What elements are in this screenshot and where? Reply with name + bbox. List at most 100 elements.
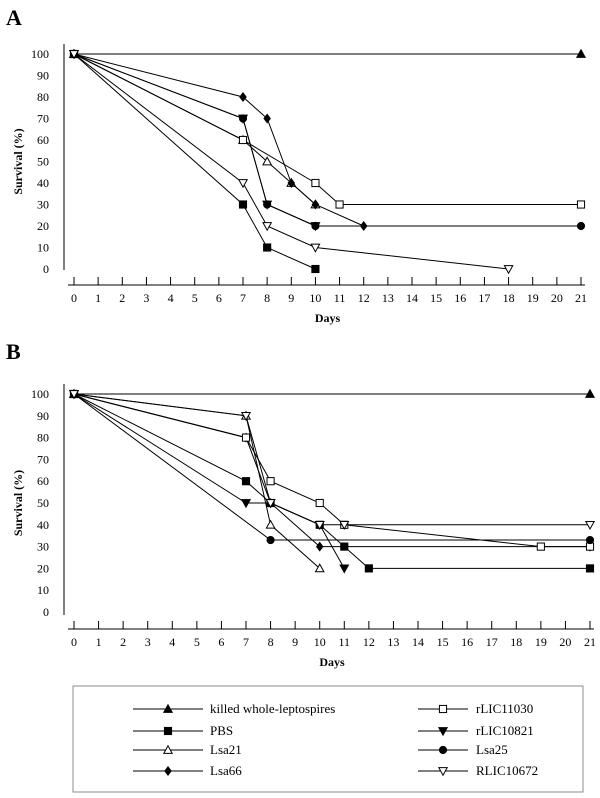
panel-b-series-rlic10672-point (265, 499, 276, 509)
panel-b-x-tick-label: 18 (510, 635, 522, 649)
panel-b-series-lsa25-line (73, 393, 590, 541)
panel-a-x-tick-label: 10 (309, 291, 321, 305)
panel-a-series-lsa66-line (73, 53, 364, 227)
legend-item-rlic11030-label: rLIC11030 (476, 701, 533, 716)
panel-a-x-tick-label: 9 (288, 291, 294, 305)
panel-b-x-axis-title: Days (319, 655, 345, 669)
panel-b-x-tick-label: 11 (339, 635, 351, 649)
legend-item-lsa66-label: Lsa66 (210, 763, 242, 778)
panel-a-y-tick-label: 80 (37, 90, 49, 104)
panel-a-x-tick-label: 7 (240, 291, 246, 305)
panel-a-x-tick-label: 19 (527, 291, 539, 305)
panel-a-series-lsa25-line (73, 53, 581, 227)
panel-b-x-tick-label: 6 (218, 635, 224, 649)
panel-b-series-rlic10672-line (73, 393, 590, 526)
panel-b-x-tick-label: 0 (71, 635, 77, 649)
panel-b-y-tick-label: 70 (37, 452, 49, 466)
panel-b-series-rlic11030 (69, 389, 595, 551)
panel-b-series-pbs-point (241, 477, 251, 486)
panel-a-series-rlic10672 (68, 50, 514, 275)
panel-a-series-lsa25-point (311, 221, 320, 231)
panel-a-x-tick-label: 21 (575, 291, 587, 305)
panel-b-series-lsa25-point (266, 535, 275, 545)
panel-a-x-tick-label: 3 (143, 291, 149, 305)
panel-a-x-tick-label: 2 (119, 291, 125, 305)
panel-b-series-rlic10672-point (68, 390, 80, 400)
panel-b-series-rlic10821-point (240, 499, 252, 509)
panel-a-x-tick-label: 5 (192, 291, 198, 305)
panel-b-series-lsa66-point (315, 541, 324, 552)
legend-item-rlic10821-marker (437, 727, 449, 737)
legend-item-rlic11030-marker (438, 704, 448, 714)
panel-b-series-lsa25-point (585, 535, 595, 545)
panel-a-y-tick-label: 30 (37, 198, 49, 212)
panel-a-series-lsa66-point (263, 113, 271, 124)
panel-a-y-tick-label: 10 (37, 241, 49, 255)
legend-item-rlic11030: rLIC11030 (418, 701, 533, 716)
panel-b-series-rlic11030-point (536, 542, 545, 551)
panel-b-series-lsa66 (70, 388, 594, 552)
panel-b-x-tick-label: 12 (363, 635, 375, 649)
panel-b-x-tick-label: 2 (120, 635, 126, 649)
panel-b-series-killed-whole-leptospires (68, 388, 596, 398)
panel-b-y-tick-label: 10 (37, 583, 49, 597)
panel-a-y-tick-label: 0 (43, 262, 49, 276)
panel-b-y-tick-label: 50 (37, 496, 49, 510)
legend-item-lsa66: Lsa66 (133, 763, 242, 778)
panel-b-series-rlic11030-point (266, 477, 275, 486)
panel-b-series-rlic11030-point (241, 433, 251, 442)
panel-a-series-lsa21-line (73, 53, 316, 205)
panel-b-x-tick-label: 1 (96, 635, 102, 649)
panel-b-series-pbs-line (73, 393, 590, 569)
panel-a-series-lsa66-point (311, 199, 320, 210)
panel-b-series-lsa21-line (73, 393, 321, 569)
panel-b-y-tick-label: 20 (37, 561, 49, 575)
legend: killed whole-leptospires rLIC11030 PBS rLIC… (72, 685, 584, 793)
panel-a-x-tick-label: 15 (430, 291, 442, 305)
legend-item-lsa21-label: Lsa21 (210, 742, 242, 757)
panel-a-series-lsa25-point (576, 221, 586, 231)
legend-item-rlic10672: RLIC10672 (418, 763, 538, 778)
panel-b-series-pbs-point (585, 564, 595, 573)
panel-a-series-rlic10672-point (262, 222, 273, 232)
legend-item-lsa25-marker (438, 745, 448, 755)
legend-item-rlic10821-label: rLIC10821 (476, 723, 534, 738)
panel-b-series-pbs (69, 389, 595, 573)
legend-item-rlic10672-marker (437, 767, 449, 777)
panel-a-x-tick-label: 12 (358, 291, 370, 305)
panel-a-y-axis-title: Survival (%) (11, 128, 25, 194)
panel-a-x-tick-label: 4 (168, 291, 174, 305)
panel-a-x-tick-label: 17 (478, 291, 490, 305)
panel-b-x-tick-label: 17 (486, 635, 498, 649)
panel-a-series-rlic10821 (68, 50, 321, 232)
legend-item-rlic10821: rLIC10821 (418, 723, 534, 738)
panel-a-y-tick-label: 40 (37, 176, 49, 190)
panel-a-x-tick-label: 6 (216, 291, 222, 305)
legend-item-lsa66-marker (164, 765, 172, 777)
panel-a-letter: A (6, 5, 22, 30)
panel-b-series-rlic10821-line (73, 393, 345, 569)
legend-box (72, 685, 584, 793)
panel-a-series-rlic11030-point (576, 200, 586, 209)
panel-b-y-tick-label: 0 (43, 605, 49, 619)
legend-item-pbs: PBS (133, 723, 233, 738)
panel-b-y-tick-label: 30 (37, 540, 49, 554)
panel-a-series-rlic10672-line (73, 53, 509, 270)
panel-b-series-rlic10672 (68, 390, 596, 531)
legend-item-lsa21-marker (162, 744, 174, 754)
panel-b-series-lsa21-point (265, 519, 276, 529)
panel-a-y-tick-label: 100 (31, 47, 49, 61)
panel-a-series-rlic11030-point (238, 135, 248, 145)
legend-item-lsa25-label: Lsa25 (476, 742, 508, 757)
panel-a-series-lsa25 (69, 49, 586, 231)
panel-b-series-lsa21 (68, 388, 325, 573)
panel-a-series-lsa25-point (238, 114, 248, 123)
panel-a-series-pbs-point (263, 243, 272, 252)
panel-a-y-tick-label: 70 (37, 112, 49, 126)
panel-a-y-tick-label: 50 (37, 155, 49, 169)
panel-a-series-lsa66-point (287, 177, 296, 189)
panel-b-y-tick-label: 60 (37, 474, 49, 488)
panel-a-series-rlic10672-point (68, 50, 80, 60)
panel-a-x-tick-label: 16 (454, 291, 466, 305)
